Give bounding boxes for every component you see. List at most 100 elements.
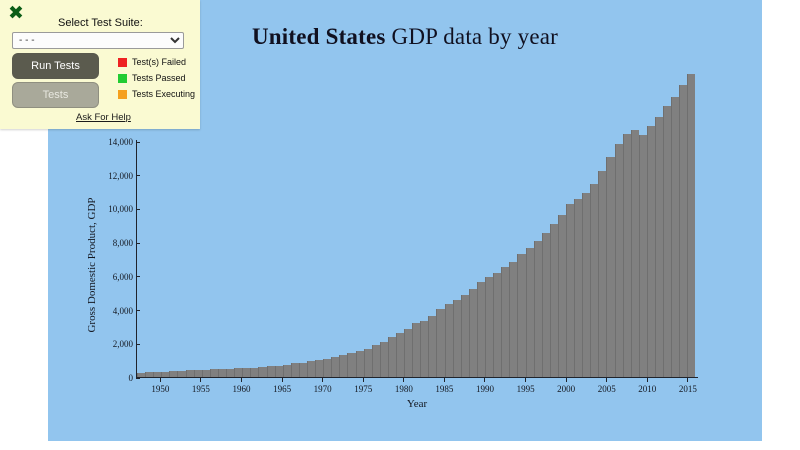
bar bbox=[315, 359, 324, 377]
bar bbox=[274, 365, 283, 377]
bar bbox=[671, 96, 680, 377]
bar bbox=[452, 299, 461, 377]
y-axis-tick-label: 10,000 bbox=[108, 204, 133, 215]
y-axis-tick-label: 2,000 bbox=[112, 339, 133, 350]
bar bbox=[436, 309, 445, 377]
bar bbox=[622, 133, 631, 377]
x-axis-tick-label: 1985 bbox=[435, 384, 454, 394]
x-axis-tick: 2005 bbox=[598, 378, 616, 394]
x-axis-tick-mark bbox=[687, 378, 689, 382]
x-axis-tick-label: 1980 bbox=[394, 384, 413, 394]
bar bbox=[574, 198, 583, 377]
x-axis-tick-mark bbox=[484, 378, 486, 382]
bar bbox=[590, 183, 599, 377]
bar bbox=[396, 332, 405, 377]
y-axis-line bbox=[136, 140, 137, 378]
bar bbox=[250, 367, 259, 377]
y-axis-tick: 2,000 bbox=[112, 339, 140, 350]
y-axis-tick-mark bbox=[136, 276, 140, 278]
bar bbox=[444, 304, 453, 377]
y-axis-tick-label: 4,000 bbox=[112, 305, 133, 316]
bar bbox=[379, 342, 388, 377]
bar bbox=[145, 372, 154, 377]
x-axis-tick-mark bbox=[241, 378, 242, 382]
bar bbox=[201, 369, 210, 377]
bar bbox=[387, 337, 396, 377]
bar bbox=[347, 353, 356, 377]
bar bbox=[606, 157, 615, 377]
y-axis-tick-mark bbox=[136, 175, 140, 177]
bar bbox=[371, 345, 380, 377]
y-axis-tick-mark bbox=[136, 208, 140, 210]
run-tests-button[interactable]: Run Tests bbox=[12, 53, 99, 79]
bar bbox=[226, 368, 235, 377]
y-axis-tick: 4,000 bbox=[112, 305, 140, 316]
bar bbox=[242, 367, 251, 377]
bar bbox=[420, 320, 429, 377]
bar bbox=[355, 351, 364, 377]
bar bbox=[655, 116, 664, 377]
plot-area: 0 2,000 4,000 6,000 8,000 10,000 12,000 14,000 … bbox=[108, 74, 698, 394]
bar bbox=[468, 288, 477, 377]
x-axis-tick-mark bbox=[322, 378, 324, 382]
bar bbox=[177, 370, 186, 377]
bar bbox=[331, 357, 340, 377]
legend-item-executing: Tests Executing bbox=[118, 89, 195, 99]
x-axis-tick-label: 2010 bbox=[638, 384, 657, 394]
bar bbox=[363, 348, 372, 377]
bar bbox=[476, 282, 486, 377]
bar bbox=[679, 85, 688, 377]
x-axis-tick-mark bbox=[525, 378, 527, 382]
legend-label-failed: Test(s) Failed bbox=[132, 57, 187, 67]
x-axis-tick: 1980 bbox=[395, 378, 413, 394]
bar bbox=[533, 241, 542, 377]
bar bbox=[339, 355, 348, 377]
bar bbox=[565, 204, 575, 377]
x-axis-tick-mark bbox=[606, 378, 608, 382]
x-axis-tick-label: 1995 bbox=[516, 384, 535, 394]
bar bbox=[298, 362, 307, 377]
x-axis-tick: 1955 bbox=[192, 378, 210, 394]
chart-title-strong: United States bbox=[251, 24, 386, 49]
close-icon[interactable]: ✖ bbox=[8, 2, 24, 24]
x-axis-tick: 1970 bbox=[314, 378, 332, 394]
test-suite-select[interactable]: - - - bbox=[12, 32, 184, 49]
bar bbox=[557, 214, 566, 377]
bar bbox=[193, 370, 202, 377]
x-axis-tick: 1975 bbox=[354, 378, 372, 394]
x-axis-tick-mark bbox=[403, 378, 405, 382]
bar bbox=[266, 366, 275, 377]
x-axis-tick-mark bbox=[646, 378, 648, 382]
bar bbox=[517, 254, 526, 377]
x-axis-tick: 2015 bbox=[679, 378, 697, 394]
y-axis-tick: 6,000 bbox=[112, 271, 140, 282]
x-axis-tick: 1960 bbox=[233, 378, 251, 394]
tests-button[interactable]: Tests bbox=[12, 82, 99, 108]
test-harness-panel: ✖ Select Test Suite: - - - Run Tests Tes… bbox=[0, 0, 200, 129]
legend-swatch-passed bbox=[118, 73, 127, 83]
bar bbox=[209, 369, 218, 377]
x-axis-tick-label: 1975 bbox=[354, 384, 373, 394]
page-title: United States GDP data by year bbox=[48, 24, 762, 50]
y-axis-tick-mark bbox=[136, 310, 140, 312]
x-axis-label: Year bbox=[406, 398, 428, 410]
y-axis-tick-mark bbox=[136, 343, 140, 345]
y-axis-tick-label: 6,000 bbox=[112, 271, 133, 282]
x-axis-tick-label: 1950 bbox=[151, 384, 170, 394]
bar bbox=[549, 224, 558, 377]
x-axis-line bbox=[136, 377, 698, 378]
bar-series bbox=[137, 74, 696, 377]
bar bbox=[582, 192, 591, 377]
bar bbox=[404, 328, 413, 377]
bar bbox=[614, 144, 623, 377]
bar bbox=[687, 74, 696, 377]
x-axis-tick: 1965 bbox=[273, 378, 291, 394]
bar bbox=[646, 125, 655, 377]
x-axis-tick: 1990 bbox=[476, 378, 494, 394]
bar bbox=[638, 134, 647, 377]
bar bbox=[234, 368, 243, 377]
x-axis-tick: 1995 bbox=[517, 378, 535, 394]
ask-for-help-link[interactable]: Ask For Help bbox=[76, 112, 131, 123]
bar bbox=[282, 364, 291, 377]
x-axis-tick-mark bbox=[443, 378, 445, 382]
